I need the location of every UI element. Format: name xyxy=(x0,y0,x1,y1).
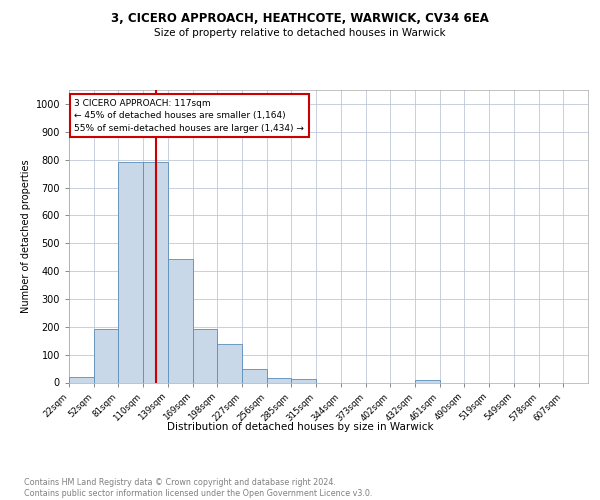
Bar xyxy=(415,380,440,382)
Text: Contains HM Land Registry data © Crown copyright and database right 2024.
Contai: Contains HM Land Registry data © Crown c… xyxy=(24,478,373,498)
Bar xyxy=(94,328,118,382)
Bar xyxy=(143,162,168,382)
Text: 3, CICERO APPROACH, HEATHCOTE, WARWICK, CV34 6EA: 3, CICERO APPROACH, HEATHCOTE, WARWICK, … xyxy=(111,12,489,26)
Bar xyxy=(242,370,267,382)
Bar xyxy=(217,344,242,382)
Text: Distribution of detached houses by size in Warwick: Distribution of detached houses by size … xyxy=(167,422,433,432)
Bar xyxy=(118,162,143,382)
Bar xyxy=(168,259,193,382)
Bar xyxy=(193,328,217,382)
Text: Size of property relative to detached houses in Warwick: Size of property relative to detached ho… xyxy=(154,28,446,38)
Text: 3 CICERO APPROACH: 117sqm
← 45% of detached houses are smaller (1,164)
55% of se: 3 CICERO APPROACH: 117sqm ← 45% of detac… xyxy=(74,99,304,133)
Bar xyxy=(292,379,316,382)
Y-axis label: Number of detached properties: Number of detached properties xyxy=(22,160,31,313)
Bar xyxy=(267,378,292,382)
Bar xyxy=(69,377,94,382)
